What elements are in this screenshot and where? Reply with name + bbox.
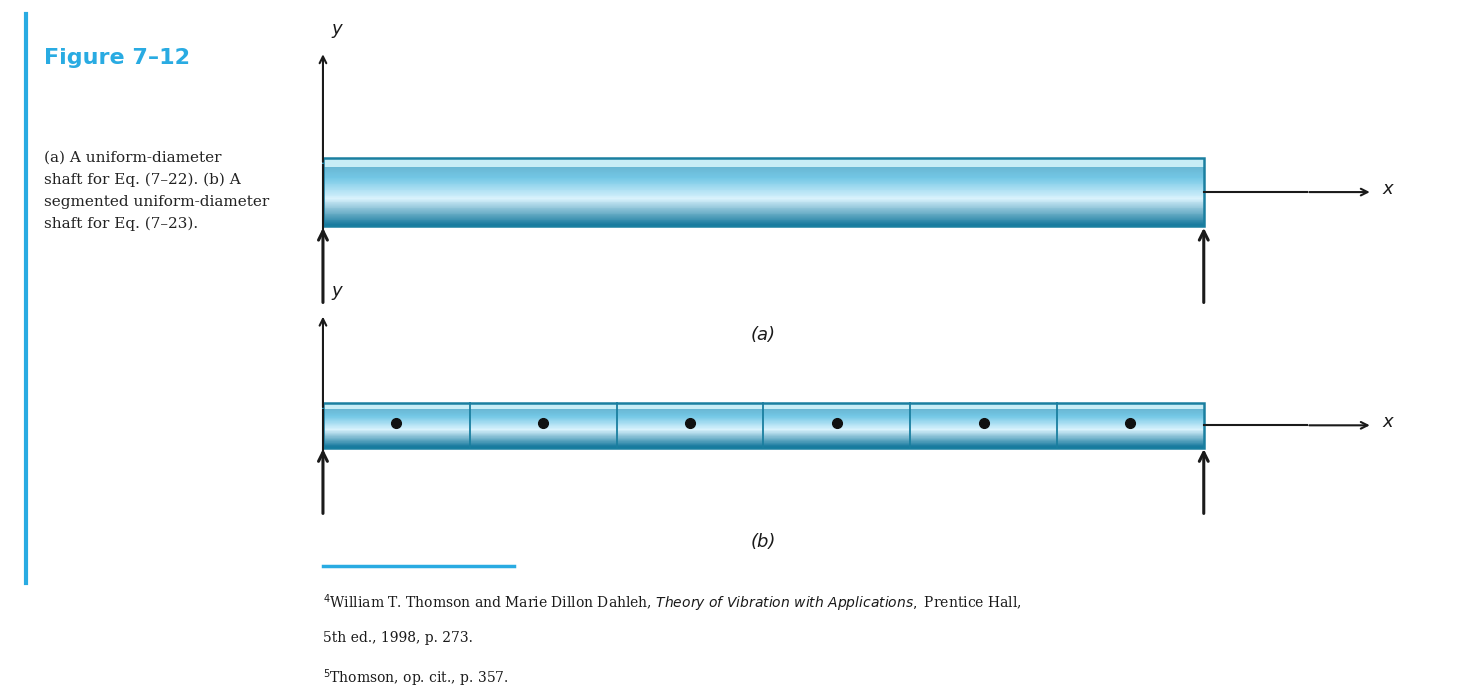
Text: $^4$William T. Thomson and Marie Dillon Dahleh, $\it{Theory\ of\ Vibration\ with: $^4$William T. Thomson and Marie Dillon …: [323, 592, 1022, 613]
Text: x: x: [1383, 413, 1393, 431]
Text: y: y: [332, 282, 342, 300]
Bar: [323, 403, 1204, 447]
Text: (b): (b): [750, 534, 777, 552]
Text: Figure 7–12: Figure 7–12: [44, 48, 189, 68]
Text: (a) A uniform-diameter
shaft for Eq. (7–22). (b) A
segmented uniform-diameter
sh: (a) A uniform-diameter shaft for Eq. (7–…: [44, 151, 269, 231]
Text: 5th ed., 1998, p. 273.: 5th ed., 1998, p. 273.: [323, 631, 473, 645]
Bar: [323, 158, 1204, 226]
Text: (a): (a): [750, 326, 777, 344]
Text: $^5$Thomson, op. cit., p. 357.: $^5$Thomson, op. cit., p. 357.: [323, 667, 508, 686]
Text: x: x: [1383, 180, 1393, 198]
Text: y: y: [332, 20, 342, 38]
